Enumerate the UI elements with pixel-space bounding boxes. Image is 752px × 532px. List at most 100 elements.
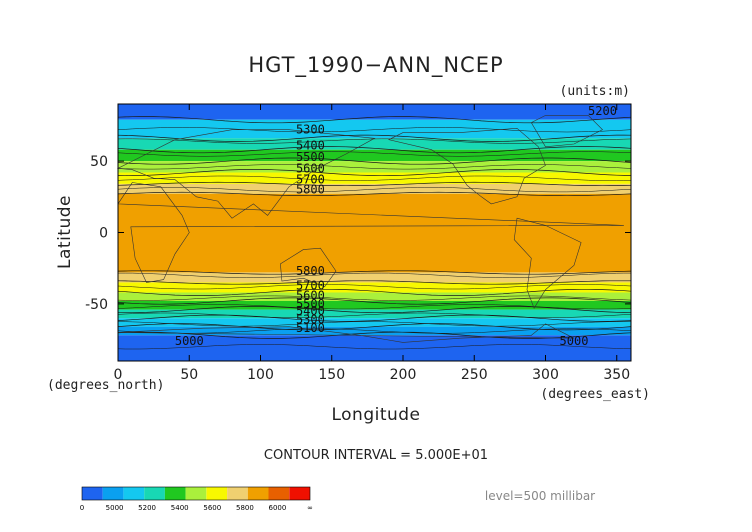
contour-line (117, 169, 632, 177)
y-tick-label: -50 (85, 297, 108, 313)
contour-label: 5400 (296, 138, 325, 152)
contour-band-1 (118, 119, 631, 139)
contour-line (117, 295, 632, 301)
coastline (513, 217, 582, 309)
x-tick-label: 100 (247, 367, 274, 383)
colorbar-swatch (82, 487, 103, 500)
colorbar-swatch (144, 487, 165, 500)
colorbar-swatch (164, 487, 186, 500)
contour-label: 5300 (296, 313, 325, 327)
contour-line (117, 191, 632, 197)
colorbar-label: 5200 (138, 504, 156, 512)
y-axis-ticks: -50 0 50 (85, 154, 631, 313)
contour-line (117, 284, 632, 290)
colorbar: 0 5000 5200 5400 5600 5800 6000 ∞ (80, 486, 313, 512)
contour-label: 5600 (296, 288, 325, 302)
contour-label: 5500 (296, 150, 325, 164)
contour-line (117, 297, 632, 305)
colorbar-swatch (123, 487, 145, 500)
colorbar-swatch (268, 487, 290, 500)
colorbar-label: ∞ (307, 504, 313, 512)
contour-line (117, 181, 632, 187)
contour-line (117, 270, 632, 275)
colorbar-swatch (247, 487, 269, 500)
coastline (116, 129, 376, 219)
y-tick-label: 50 (90, 154, 108, 170)
contour-line (118, 272, 631, 278)
contour-band-11 (118, 301, 631, 310)
contour-line (117, 151, 632, 157)
coastline (280, 247, 337, 288)
contour-line (117, 321, 631, 327)
contour-band-9 (118, 282, 631, 293)
contour-band-10 (118, 292, 631, 302)
contour-band-4 (118, 161, 631, 173)
contour-line (117, 116, 632, 124)
contour-line (117, 323, 632, 331)
contour-label: 5800 (296, 264, 325, 278)
contour-lines (117, 116, 632, 350)
x-tick-label: 150 (318, 367, 345, 383)
x-tick-label: 250 (461, 367, 488, 383)
contour-line (117, 314, 632, 322)
y-unit-note: (degrees_north) (47, 378, 164, 393)
x-tick-label: 50 (180, 367, 198, 383)
coastline-overlay (116, 115, 624, 343)
x-tick-label: 200 (390, 367, 417, 383)
y-axis-label: Latitude (55, 195, 75, 269)
x-tick-label: 0 (114, 367, 123, 383)
contour-label: 5700 (296, 278, 325, 292)
y-tick-label: 0 (99, 226, 108, 242)
colorbar-label: 5600 (203, 504, 221, 512)
contour-line (117, 344, 632, 350)
contour-label: 5800 (296, 183, 325, 197)
contour-line (117, 312, 632, 318)
chart-title: HGT_1990−ANN_NCEP (248, 53, 503, 78)
contour-line (117, 280, 631, 285)
contour-label: 5000 (175, 334, 204, 348)
coastline (530, 115, 604, 148)
colorbar-label: 5000 (106, 504, 124, 512)
x-unit-note: (degrees_east) (540, 387, 650, 402)
polar-low-north (467, 104, 631, 117)
contour-label: 5700 (296, 173, 325, 187)
colorbar-swatch (227, 487, 248, 500)
contour-line (117, 304, 632, 310)
contour-band-8 (118, 272, 631, 283)
coastline (387, 127, 546, 205)
contour-label: 5100 (296, 321, 325, 335)
colorbar-swatch (102, 487, 124, 500)
contour-line (117, 331, 632, 339)
contour-label: 5200 (588, 104, 617, 118)
contour-band-2 (118, 138, 631, 150)
level-note: level=500 millibar (485, 489, 595, 503)
contour-line (117, 328, 632, 334)
contour-labels: 5200530054005500560057005800580057005600… (175, 104, 617, 348)
x-tick-label: 350 (603, 367, 630, 383)
contour-band-7 (118, 193, 631, 273)
x-axis-label: Longitude (331, 405, 420, 425)
contour-line (118, 306, 632, 314)
contour-label: 5000 (560, 334, 589, 348)
colorbar-label: 5800 (236, 504, 254, 512)
colorbar-label: 6000 (268, 504, 286, 512)
colorbar-swatch (289, 487, 310, 500)
contour-line (117, 175, 632, 181)
contour-line (117, 134, 632, 142)
contour-label: 5500 (296, 297, 325, 311)
contour-line (117, 138, 632, 144)
colorbar-label: 0 (80, 504, 84, 512)
contour-line (117, 146, 632, 154)
contour-line (117, 187, 632, 193)
colorbar-swatch (185, 487, 207, 500)
x-tick-label: 300 (532, 367, 559, 383)
contour-line (117, 157, 632, 165)
units-note: (units:m) (560, 84, 630, 99)
contour-band-13 (118, 318, 631, 327)
contour-band-3 (118, 149, 631, 162)
contour-band-5 (118, 172, 631, 184)
contour-line (117, 288, 632, 296)
contour-label: 5300 (296, 123, 325, 137)
contour-interval: CONTOUR INTERVAL = 5.000E+01 (264, 448, 488, 463)
